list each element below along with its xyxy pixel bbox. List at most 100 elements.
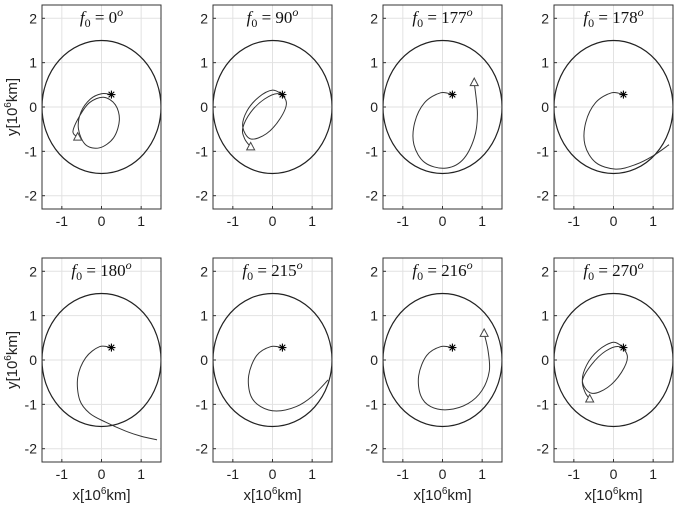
y-tick-label: -1: [196, 396, 209, 412]
y-tick-label: 1: [370, 55, 378, 71]
x-tick-label: 1: [137, 466, 145, 482]
y-tick-label: 1: [541, 308, 549, 324]
x-tick-label: 1: [137, 213, 145, 229]
x-tick-label: -1: [397, 466, 410, 482]
boundary-circle: [213, 39, 332, 175]
y-tick-label: 0: [29, 352, 37, 368]
x-axis-label: x[106km]: [243, 486, 301, 504]
panel-1: -1 0 1 2 1 0 -1 -2 f0 = 0o y[106km]: [3, 4, 162, 229]
y-tick-label: 0: [370, 352, 378, 368]
start-star-marker: [619, 343, 628, 352]
y-tick-label: 1: [29, 308, 37, 324]
y-tick-label: 2: [29, 10, 37, 26]
start-star-marker: [278, 343, 287, 352]
y-tick-label: 2: [200, 10, 208, 26]
y-tick-label: 2: [370, 263, 378, 279]
panel-3: -1 0 1 2 1 0 -1 -2 f0 = 177o: [366, 4, 503, 229]
start-star-marker: [448, 90, 457, 99]
panel-title: f0 = 0o: [80, 5, 123, 30]
boundary-circle: [42, 39, 161, 175]
y-tick-label: -2: [25, 441, 38, 457]
y-axis-label: y[106km]: [3, 331, 21, 389]
panel-title: f0 = 178o: [583, 5, 643, 30]
y-tick-label: 0: [541, 352, 549, 368]
boundary-circle: [213, 292, 332, 428]
y-tick-label: -1: [196, 143, 209, 159]
start-star-marker: [448, 343, 457, 352]
trajectory-line: [412, 82, 478, 169]
y-tick-label: -2: [196, 188, 209, 204]
y-tick-label: -2: [196, 441, 209, 457]
x-tick-label: 1: [308, 213, 316, 229]
trajectory-line: [417, 333, 491, 411]
panel-title: f0 = 180o: [71, 258, 131, 283]
y-tick-label: 0: [200, 99, 208, 115]
panel-7: -1 0 1 2 1 0 -1 -2 f0 = 216o x[106km]: [366, 257, 503, 504]
y-tick-label: -2: [537, 188, 550, 204]
panel-title: f0 = 90o: [247, 5, 299, 30]
y-tick-label: -2: [25, 188, 38, 204]
y-tick-label: -1: [25, 143, 38, 159]
y-tick-label: -1: [366, 143, 379, 159]
panel-title: f0 = 270o: [583, 258, 643, 283]
y-tick-label: 0: [200, 352, 208, 368]
y-tick-label: 0: [541, 99, 549, 115]
x-tick-label: -1: [56, 466, 69, 482]
boundary-circle: [554, 292, 673, 428]
panel-title: f0 = 177o: [412, 5, 472, 30]
y-tick-label: 2: [29, 263, 37, 279]
x-tick-label: -1: [227, 466, 240, 482]
x-tick-label: -1: [56, 213, 69, 229]
x-axis-label: x[106km]: [584, 486, 642, 504]
boundary-circle: [554, 39, 673, 175]
x-axis-label: x[106km]: [72, 486, 130, 504]
y-tick-label: 0: [370, 99, 378, 115]
x-tick-label: 0: [98, 213, 106, 229]
y-axis-label: y[106km]: [3, 78, 21, 136]
trajectory-line: [241, 89, 287, 148]
panel-5: -1 0 1 2 1 0 -1 -2 f0 = 180o x[106km] y[106km]: [3, 257, 162, 504]
y-tick-label: -1: [366, 396, 379, 412]
boundary-circle: [383, 39, 502, 175]
y-tick-label: -1: [537, 143, 550, 159]
start-star-marker: [107, 90, 116, 99]
y-tick-label: 2: [200, 263, 208, 279]
y-tick-label: 2: [370, 10, 378, 26]
trajectory-line: [581, 341, 628, 400]
panel-2: -1 0 1 2 1 0 -1 -2 f0 = 90o: [196, 4, 333, 229]
trajectory-line: [76, 345, 158, 441]
panel-title: f0 = 216o: [412, 258, 472, 283]
trajectory-line: [72, 93, 120, 149]
trajectory-line: [247, 345, 329, 412]
end-triangle-marker: [479, 327, 489, 337]
x-tick-label: 0: [269, 213, 277, 229]
panel-4: -1 0 1 2 1 0 -1 -2 f0 = 178o: [537, 4, 674, 229]
x-tick-label: 0: [610, 213, 618, 229]
y-tick-label: 2: [541, 263, 549, 279]
boundary-circle: [42, 292, 161, 428]
x-tick-label: 1: [649, 213, 657, 229]
y-tick-label: -2: [537, 441, 550, 457]
start-star-marker: [619, 90, 628, 99]
x-tick-label: 1: [478, 213, 486, 229]
y-tick-label: 1: [29, 55, 37, 71]
y-tick-label: -1: [25, 396, 38, 412]
end-triangle-marker: [245, 141, 256, 151]
x-tick-label: -1: [568, 213, 581, 229]
y-tick-label: -2: [366, 441, 379, 457]
boundary-circle: [383, 292, 502, 428]
x-tick-label: 0: [439, 213, 447, 229]
y-tick-label: 0: [29, 99, 37, 115]
panel-6: -1 0 1 2 1 0 -1 -2 f0 = 215o x[106km]: [196, 257, 333, 504]
x-tick-label: 1: [308, 466, 316, 482]
x-tick-label: 0: [269, 466, 277, 482]
panel-title: f0 = 215o: [242, 258, 302, 283]
y-tick-label: 1: [200, 308, 208, 324]
x-tick-label: 0: [610, 466, 618, 482]
y-tick-label: -1: [537, 396, 550, 412]
x-tick-label: -1: [397, 213, 410, 229]
y-tick-label: -2: [366, 188, 379, 204]
end-triangle-marker: [469, 77, 480, 87]
x-axis-label: x[106km]: [413, 486, 471, 504]
